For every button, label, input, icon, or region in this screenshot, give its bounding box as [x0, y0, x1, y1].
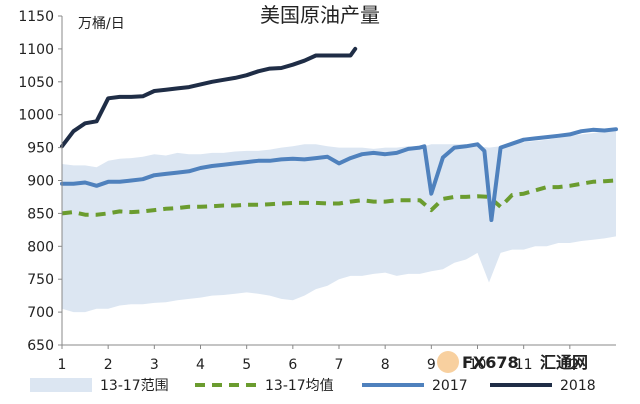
y-tick-label: 1050	[18, 75, 54, 91]
series-line-2	[60, 127, 618, 222]
legend-swatch-1	[30, 378, 92, 392]
legend-label-3: 2017	[432, 378, 468, 394]
band-13-17-range	[62, 127, 616, 313]
x-tick-label: 8	[381, 357, 390, 373]
watermark: FX678 汇通网	[437, 351, 588, 373]
x-tick-label: 10	[469, 357, 487, 373]
x-tick-label: 1	[58, 357, 67, 373]
legend-label-1: 13-17范围	[100, 377, 169, 394]
y-tick-label: 900	[27, 174, 54, 190]
legend-label-2: 13-17均值	[265, 378, 334, 394]
x-tick-label: 11	[515, 357, 533, 373]
x-tick-label: 9	[427, 357, 436, 373]
x-tick-label: 2	[104, 357, 113, 373]
x-tick-label: 6	[288, 357, 297, 373]
x-tick-label: 5	[242, 357, 251, 373]
legend-label-4: 2018	[560, 378, 596, 394]
y-tick-label: 650	[27, 338, 54, 354]
series-line-1	[61, 178, 617, 217]
y-tick-label: 950	[27, 141, 54, 157]
y-tick-label: 750	[27, 272, 54, 288]
y-tick-label: 850	[27, 206, 54, 222]
unit-label: 万桶/日	[78, 16, 125, 32]
watermark-text: FX678	[462, 353, 519, 372]
plot-area	[60, 46, 618, 313]
watermark-text-2: 汇通网	[540, 353, 588, 372]
x-tick-label: 7	[335, 357, 344, 373]
chart-title: 美国原油产量	[260, 3, 380, 27]
x-tick-label: 3	[150, 357, 159, 373]
legend: 13-17范围 13-17均值 2017 2018	[30, 377, 596, 394]
y-tick-label: 800	[27, 239, 54, 255]
y-tick-label: 700	[27, 305, 54, 321]
series-line-3	[60, 46, 358, 149]
x-tick-label: 12	[561, 357, 579, 373]
x-tick-label: 4	[196, 357, 205, 373]
watermark-logo-icon	[437, 351, 459, 373]
y-tick-label: 1000	[18, 108, 54, 124]
y-tick-label: 1100	[18, 42, 54, 58]
y-tick-label: 1150	[18, 9, 54, 25]
